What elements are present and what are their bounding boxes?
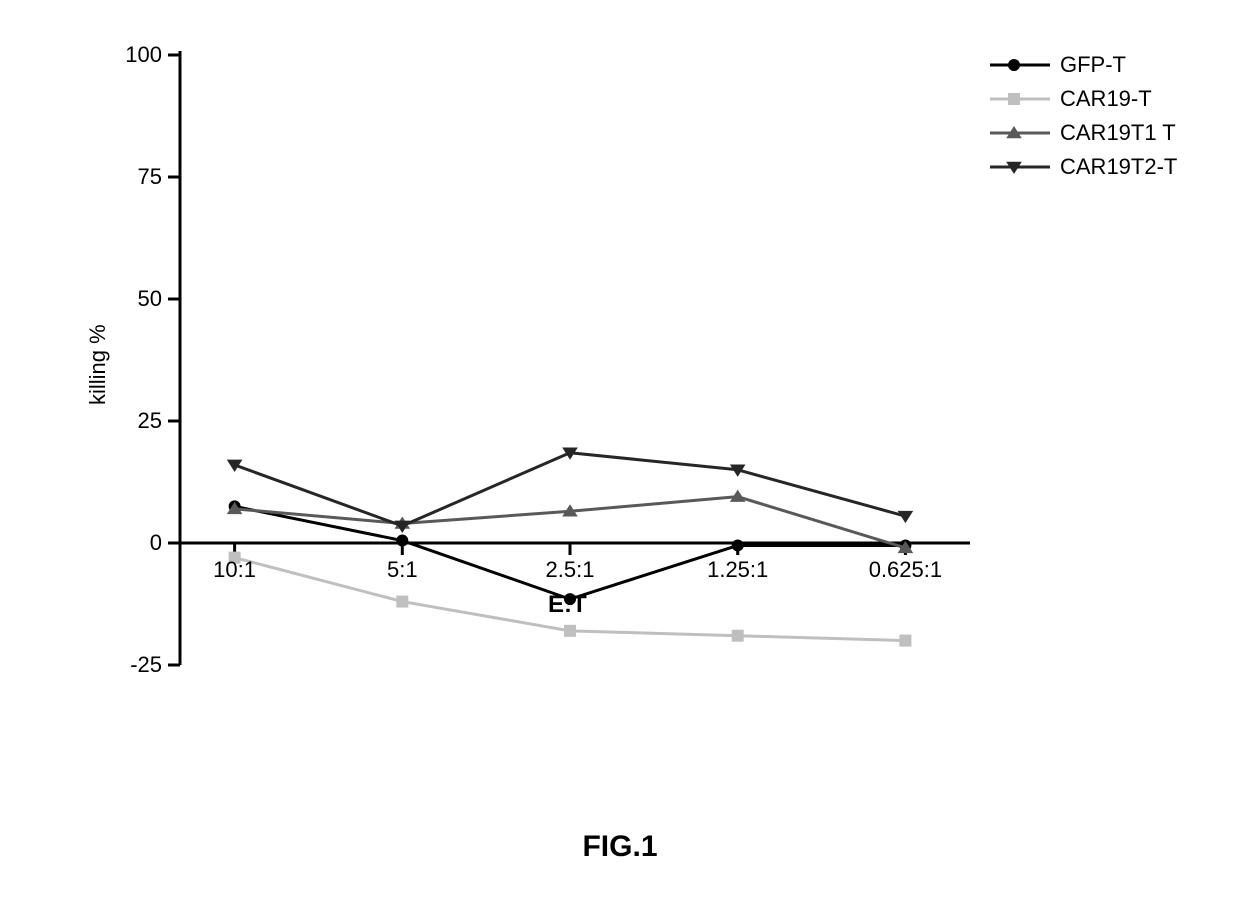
legend-item: CAR19T2-T — [990, 150, 1177, 184]
x-tick-label: 5:1 — [357, 557, 447, 583]
x-tick-label: 1.25:1 — [693, 557, 783, 583]
legend-item: GFP-T — [990, 48, 1177, 82]
legend-item: CAR19-T — [990, 82, 1177, 116]
legend-symbol — [990, 48, 1050, 82]
legend-symbol — [990, 116, 1050, 150]
x-axis-label: E:T — [548, 591, 587, 619]
x-tick-label: 2.5:1 — [525, 557, 615, 583]
y-axis-label: killing % — [85, 324, 111, 405]
x-tick-label: 10:1 — [190, 557, 280, 583]
y-tick-label: 100 — [102, 42, 162, 68]
y-tick-label: -25 — [102, 652, 162, 678]
x-tick-label: 0.625:1 — [860, 557, 950, 583]
legend-item: CAR19T1 T — [990, 116, 1177, 150]
legend-label: CAR19-T — [1060, 86, 1152, 112]
legend-label: GFP-T — [1060, 52, 1126, 78]
y-tick-label: 25 — [102, 408, 162, 434]
legend: GFP-T CAR19-T CAR19T1 T CAR19T2-T — [990, 48, 1177, 184]
y-tick-label: 0 — [102, 530, 162, 556]
y-tick-label: 50 — [102, 286, 162, 312]
legend-symbol — [990, 150, 1050, 184]
figure-caption: FIG.1 — [0, 830, 1240, 864]
legend-label: CAR19T2-T — [1060, 154, 1177, 180]
legend-symbol — [990, 82, 1050, 116]
y-tick-label: 75 — [102, 164, 162, 190]
legend-label: CAR19T1 T — [1060, 120, 1176, 146]
figure: killing % E:T GFP-T CAR19-T CAR19T1 T CAR19… — [0, 0, 1240, 919]
